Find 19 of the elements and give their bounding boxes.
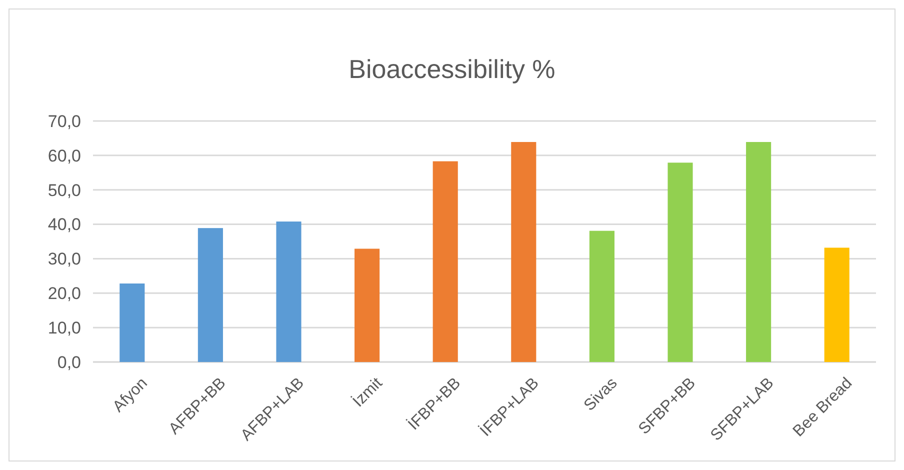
bar [276,222,302,362]
y-tick-label: 0,0 [57,352,81,372]
bar [120,284,145,362]
y-tick-label: 30,0 [48,250,81,269]
y-tick-label: 60,0 [48,146,81,166]
y-tick-label: 50,0 [48,180,81,200]
y-tick-label: 40,0 [48,215,81,234]
bar [746,142,772,362]
bar [824,248,850,362]
y-tick-label: 20,0 [48,284,81,304]
bar [589,230,614,362]
bar [511,142,536,362]
chart-title: Bioaccessibility % [348,54,556,84]
bar [668,162,693,362]
y-tick-label: 70,0 [48,112,81,131]
bar [432,161,458,362]
y-tick-label: 10,0 [48,318,81,338]
bar [354,248,380,362]
bar [198,228,223,362]
